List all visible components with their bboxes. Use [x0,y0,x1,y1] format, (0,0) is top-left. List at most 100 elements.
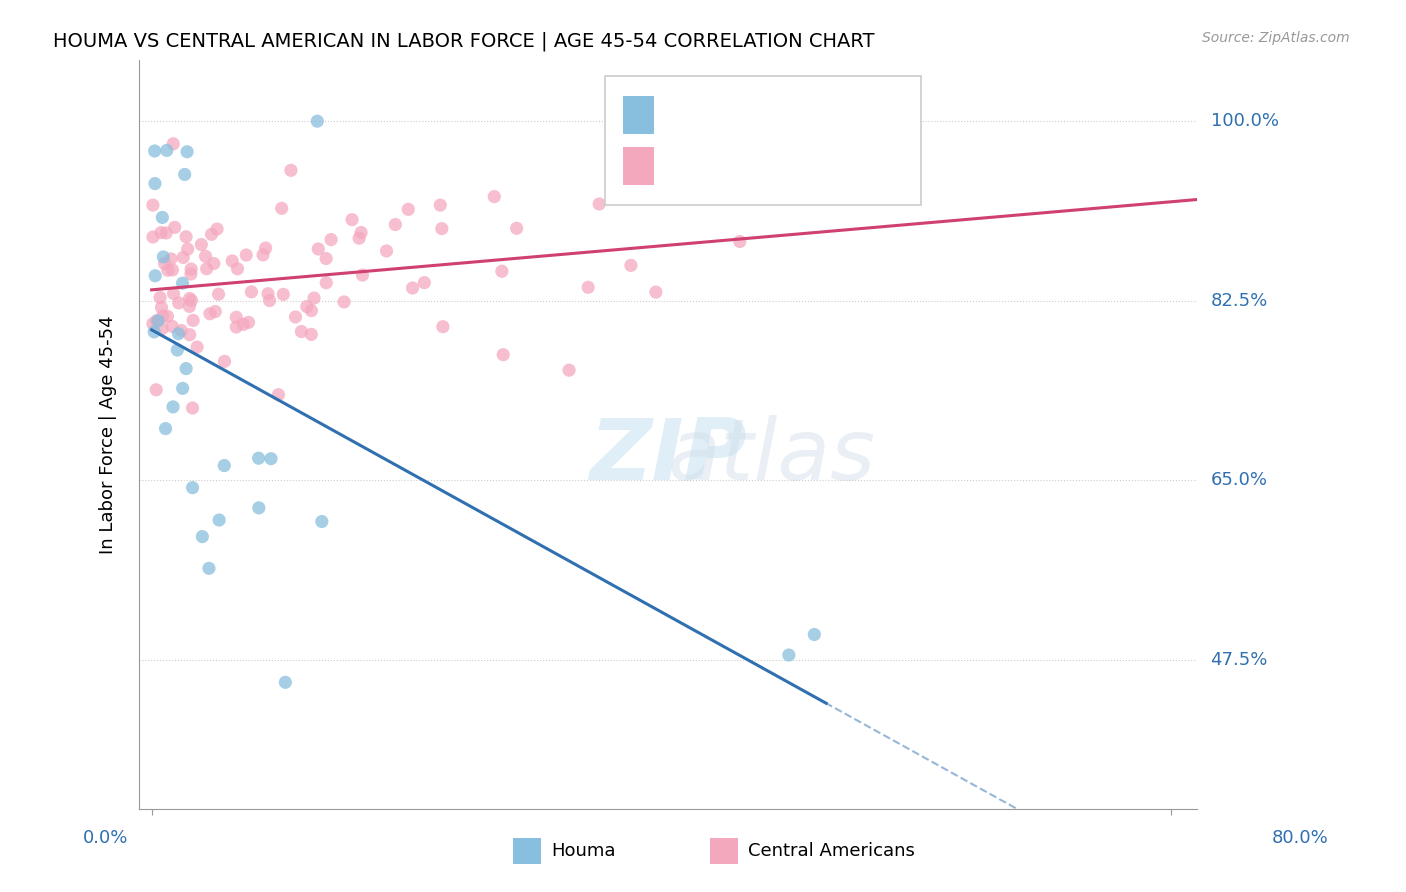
Point [194,249,217,263]
Point [208,513,231,527]
Text: Houma: Houma [551,842,616,860]
Point [180,293,202,308]
Point [396,202,419,217]
Point [179,327,201,342]
Point [260,451,283,466]
Point [302,291,325,305]
Point [200,227,222,242]
Point [150,301,173,315]
Point [152,250,174,264]
Point [173,168,195,182]
Point [143,325,166,339]
Point [143,144,166,158]
Point [319,233,342,247]
Text: atlas: atlas [668,416,876,499]
Point [149,290,172,304]
Point [401,281,423,295]
Point [235,248,257,262]
Point [142,230,165,244]
Point [150,211,173,225]
Point [172,381,194,395]
Point [576,280,599,294]
Point [413,276,436,290]
Point [198,561,221,575]
Point [778,648,800,662]
Point [384,218,406,232]
Point [267,387,290,401]
Point [252,248,274,262]
Point [176,242,198,256]
Point [645,285,668,299]
Text: HOUMA VS CENTRAL AMERICAN IN LABOR FORCE | AGE 45-54 CORRELATION CHART: HOUMA VS CENTRAL AMERICAN IN LABOR FORCE… [53,31,875,51]
Point [152,309,174,323]
Point [146,314,169,328]
Text: R =: R = [662,156,707,174]
Point [179,292,201,306]
Point [432,319,454,334]
Point [429,198,451,212]
Point [170,324,193,338]
Point [142,317,165,331]
Point [270,202,292,216]
Text: Central Americans: Central Americans [748,842,915,860]
Point [156,263,179,277]
Text: R =: R = [662,105,702,123]
Point [174,361,197,376]
Point [180,267,202,281]
Point [274,675,297,690]
Point [156,144,179,158]
Point [166,343,188,357]
Point [558,363,581,377]
Point [352,268,374,282]
Point [160,319,183,334]
Text: 82.5%: 82.5% [1211,292,1268,310]
Point [225,320,247,334]
Point [247,500,270,515]
Point [162,400,184,414]
Point [290,325,312,339]
Text: 30: 30 [813,105,838,123]
Point [259,293,281,308]
Point [284,310,307,324]
Point [299,303,322,318]
Point [340,212,363,227]
Point [350,226,373,240]
Point [179,300,201,314]
Point [484,189,506,203]
Text: 80.0%: 80.0% [1272,829,1329,847]
Point [803,627,825,641]
Point [430,221,453,235]
Point [491,264,513,278]
Point [190,237,212,252]
Point [311,515,333,529]
Point [181,401,204,415]
Point [205,222,228,236]
Point [181,313,204,327]
Point [142,198,165,212]
Text: N =: N = [773,105,813,123]
Point [226,261,249,276]
Text: 94: 94 [813,156,838,174]
Point [145,313,167,327]
Point [214,458,236,473]
Point [307,242,329,256]
Point [238,315,260,329]
Point [160,252,183,266]
Point [162,136,184,151]
Point [492,348,515,362]
Point [221,254,243,268]
Point [167,326,190,341]
Point [207,287,229,301]
Point [225,310,247,325]
Text: 100.0%: 100.0% [1211,112,1278,130]
Point [195,261,218,276]
Point [257,286,280,301]
Text: N =: N = [773,156,813,174]
Point [172,276,194,290]
Point [198,307,221,321]
Point [315,276,337,290]
Point [254,241,277,255]
Point [728,235,751,249]
Point [505,221,527,235]
Point [162,286,184,301]
